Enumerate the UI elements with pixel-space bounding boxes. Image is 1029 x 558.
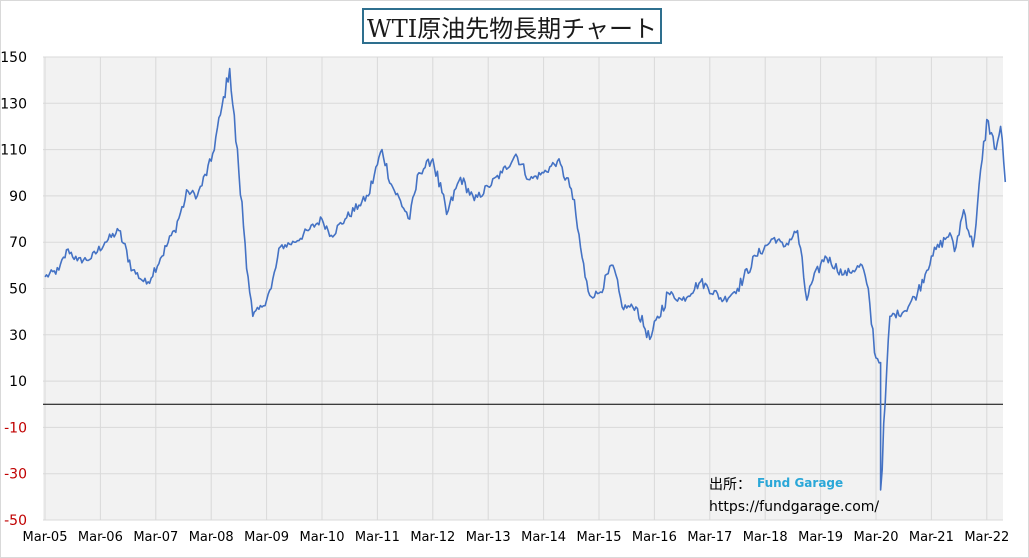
chart-title-box: WTI原油先物長期チャート: [362, 8, 662, 44]
x-tick-label: Mar-17: [687, 530, 732, 545]
x-tick-label: Mar-15: [577, 530, 622, 545]
x-tick-label: Mar-14: [521, 530, 566, 545]
x-tick-label: Mar-21: [909, 530, 954, 545]
x-tick-label: Mar-07: [133, 530, 178, 545]
y-tick-label: 30: [9, 328, 27, 344]
x-tick-label: Mar-12: [410, 530, 455, 545]
source-name: Fund Garage: [757, 476, 844, 490]
y-tick-label: -50: [4, 513, 27, 529]
x-tick-label: Mar-19: [798, 530, 843, 545]
x-tick-label: Mar-13: [466, 530, 511, 545]
y-tick-label: -10: [4, 420, 27, 436]
x-tick-label: Mar-09: [244, 530, 289, 545]
y-tick-label: 110: [0, 143, 27, 159]
y-tick-label: -30: [4, 467, 27, 483]
y-tick-label: 150: [0, 50, 27, 66]
x-tick-label: Mar-18: [743, 530, 788, 545]
y-tick-label: 130: [0, 96, 27, 112]
x-tick-label: Mar-11: [355, 530, 400, 545]
x-tick-label: Mar-22: [964, 530, 1009, 545]
wti-price-line: [44, 67, 1007, 491]
source-prefix: 出所：: [709, 477, 751, 493]
x-tick-label: Mar-16: [632, 530, 677, 545]
x-tick-label: Mar-08: [189, 530, 234, 545]
x-tick-label: Mar-20: [854, 530, 899, 545]
x-tick-label: Mar-10: [300, 530, 345, 545]
x-tick-label: Mar-05: [23, 530, 68, 545]
y-tick-label: 10: [9, 374, 27, 390]
chart-title: WTI原油先物長期チャート: [367, 14, 657, 43]
y-tick-label: 90: [9, 189, 27, 205]
source-url: https://fundgarage.com/: [709, 499, 880, 515]
x-tick-label: Mar-06: [78, 530, 123, 545]
y-tick-label: 50: [9, 282, 27, 298]
y-tick-label: 70: [9, 235, 27, 251]
